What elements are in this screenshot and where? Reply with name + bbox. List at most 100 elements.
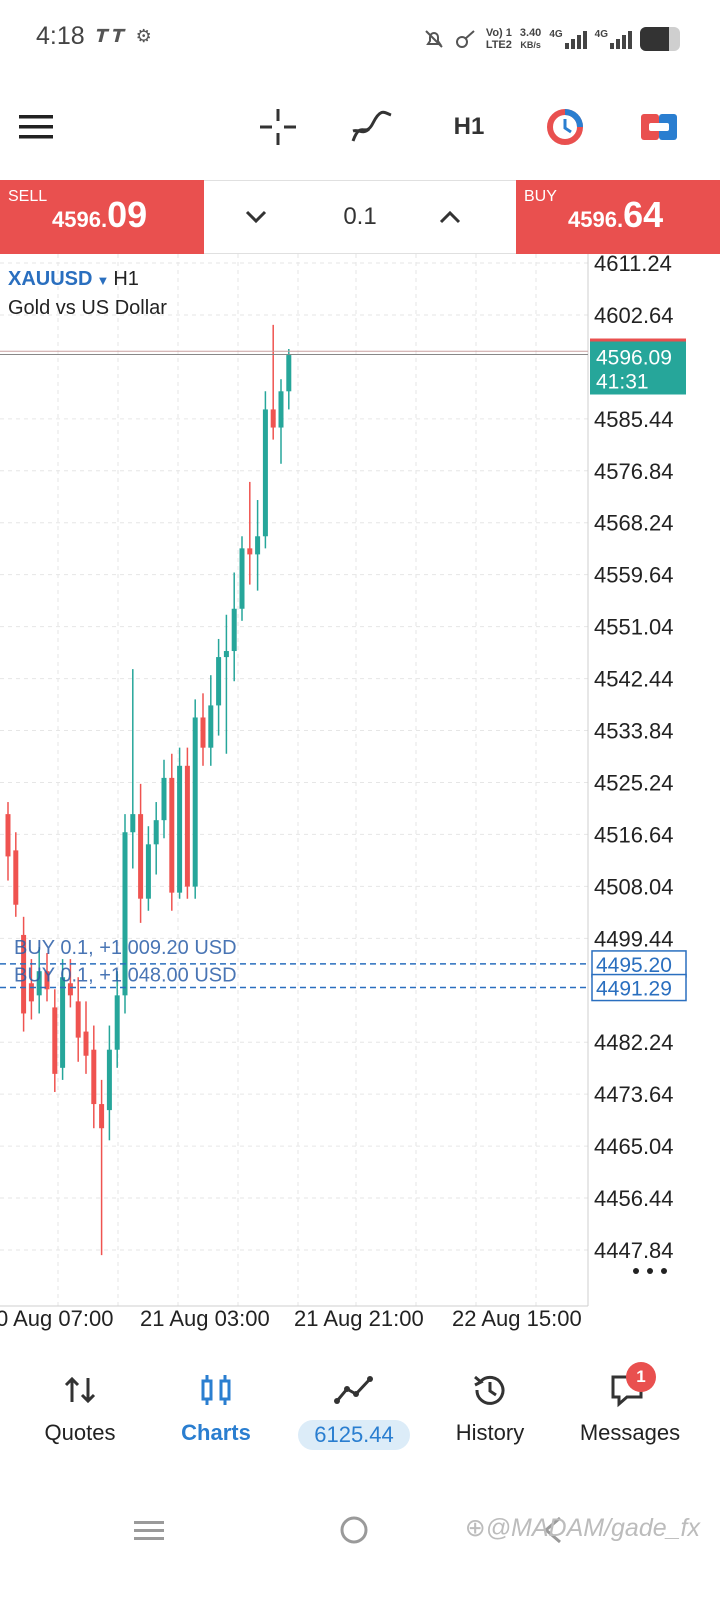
nav-trade[interactable]: 6125.44	[284, 1362, 424, 1472]
indicators-button[interactable]	[346, 92, 398, 162]
candle-body	[177, 765, 183, 893]
price-tick-label: 4611.24	[594, 254, 672, 276]
nav-quotes[interactable]: Quotes	[10, 1362, 150, 1472]
lot-size-control: 0.1	[204, 180, 516, 254]
candle-body	[67, 983, 73, 996]
hamburger-icon	[19, 115, 53, 139]
recents-icon	[134, 1521, 164, 1540]
candle-body	[192, 717, 198, 887]
price-tick-label: 4508.04	[594, 874, 674, 899]
order-label[interactable]: BUY 0.1, +1 048.00 USD	[14, 965, 237, 987]
candle-body	[161, 777, 167, 821]
candle-body	[184, 765, 190, 887]
recent-apps-button[interactable]	[134, 1518, 164, 1549]
clock-trading-icon	[547, 109, 583, 145]
signal-2: 4G	[595, 29, 632, 49]
order-label[interactable]: BUY 0.1, +1 009.20 USD	[14, 937, 237, 959]
candle-body	[200, 717, 206, 748]
candle-body	[270, 409, 276, 428]
trade-icon	[334, 1376, 373, 1404]
menu-button[interactable]	[14, 92, 60, 162]
candle-body	[208, 705, 214, 748]
candle-body	[44, 971, 50, 990]
more-options-dot[interactable]	[633, 1268, 639, 1274]
signal-bars-1-icon	[564, 29, 587, 49]
candle-body	[91, 1049, 97, 1105]
settings-icon: ⚙	[135, 26, 156, 46]
candle-body	[247, 548, 253, 555]
nav-history[interactable]: History	[420, 1362, 560, 1472]
symbol-header[interactable]: XAUUSD ▼ H1	[8, 268, 139, 291]
key-icon	[455, 30, 475, 48]
candle-body	[262, 409, 268, 537]
chart-toolbar: H1	[0, 92, 720, 162]
one-click-trade-bar: SELL 4596.09 0.1 BUY 4596.64	[0, 180, 720, 254]
nav-charts[interactable]: Charts	[146, 1362, 286, 1472]
price-tick-label: 4585.44	[594, 407, 674, 432]
more-options-dot[interactable]	[661, 1268, 667, 1274]
candle-body	[169, 777, 175, 893]
sell-price: 4596.09	[52, 194, 148, 235]
price-tick-label: 4473.64	[594, 1082, 674, 1107]
candle-body	[216, 657, 222, 706]
buy-price: 4596.64	[568, 194, 664, 235]
candle-body	[36, 971, 42, 996]
status-bar: 4:18 𝗧𝗧 ⚙ Vo) 1 LTE2 3.40 KB/s 4G 4G	[0, 0, 720, 76]
price-chart[interactable]: 4611.24 4602.64 4585.44 4576.84 4568.24 4559.…	[0, 254, 720, 1364]
signal-1: 4G	[549, 29, 587, 49]
candle-body	[239, 548, 245, 609]
quotes-icon	[64, 1376, 96, 1404]
price-tick-label: 4465.04	[594, 1134, 674, 1159]
candle-body	[130, 814, 136, 833]
candle-body	[52, 1007, 58, 1074]
signal-bars-2-icon	[610, 29, 632, 49]
new-order-button[interactable]	[634, 92, 684, 162]
lot-decrease-button[interactable]	[238, 199, 274, 235]
candle-body	[99, 1104, 105, 1129]
crosshair-button[interactable]	[254, 92, 302, 162]
order-price-label: 4491.29	[596, 978, 672, 1001]
symbol-dropdown-icon[interactable]: ▼	[96, 273, 110, 288]
plot-area[interactable]	[0, 254, 588, 1306]
current-price-box	[590, 340, 686, 395]
system-navigation	[0, 1500, 720, 1580]
candle-body	[5, 814, 11, 857]
lot-increase-button[interactable]	[432, 199, 468, 235]
watermark: ⊕@MADAM/gade_fx	[464, 1514, 700, 1542]
bottom-navigation: Quotes Charts 6125.44 History 1 Messages	[0, 1362, 720, 1472]
symbol-description: Gold vs US Dollar	[8, 297, 167, 319]
home-button[interactable]	[338, 1514, 370, 1551]
lot-size-value[interactable]: 0.1	[343, 203, 377, 230]
back-button[interactable]	[540, 1516, 566, 1549]
chevron-down-icon	[245, 210, 267, 224]
candle-body	[145, 844, 151, 899]
home-circle-icon	[340, 1516, 368, 1544]
candle-body	[223, 651, 229, 658]
price-tick-label: 4456.44	[594, 1186, 674, 1211]
crosshair-icon	[260, 109, 296, 145]
timeframe-button[interactable]: H1	[453, 113, 485, 140]
status-time: 4:18	[36, 22, 85, 50]
status-right: Vo) 1 LTE2 3.40 KB/s 4G 4G	[422, 22, 680, 56]
candle-body	[138, 814, 144, 899]
candle-body	[83, 1031, 89, 1056]
sell-button[interactable]: SELL 4596.09	[0, 180, 204, 254]
price-tick-label: 4447.84	[594, 1238, 674, 1263]
one-click-trading-button[interactable]	[540, 92, 590, 162]
candle-body	[75, 1001, 81, 1038]
symbol-name[interactable]: XAUUSD	[8, 268, 93, 290]
volte-indicator: Vo) 1 LTE2	[485, 27, 512, 51]
sell-label: SELL	[8, 188, 48, 205]
ask-marker	[590, 338, 686, 342]
net-speed: 3.40 KB/s	[519, 27, 542, 50]
more-options-dot[interactable]	[647, 1268, 653, 1274]
price-tick-label: 4551.04	[594, 615, 674, 640]
buy-button[interactable]: BUY 4596.64	[516, 180, 720, 254]
candlestick-chart[interactable]: 4611.24 4602.64 4585.44 4576.84 4568.24 4559.…	[0, 254, 720, 1364]
time-tick-label: 21 Aug 03:00	[140, 1306, 270, 1331]
order-price-label: 4495.20	[596, 954, 672, 977]
candle-body	[13, 850, 19, 905]
battery-icon	[640, 27, 680, 51]
candle-body	[231, 608, 237, 652]
nav-messages[interactable]: 1 Messages	[558, 1362, 702, 1472]
